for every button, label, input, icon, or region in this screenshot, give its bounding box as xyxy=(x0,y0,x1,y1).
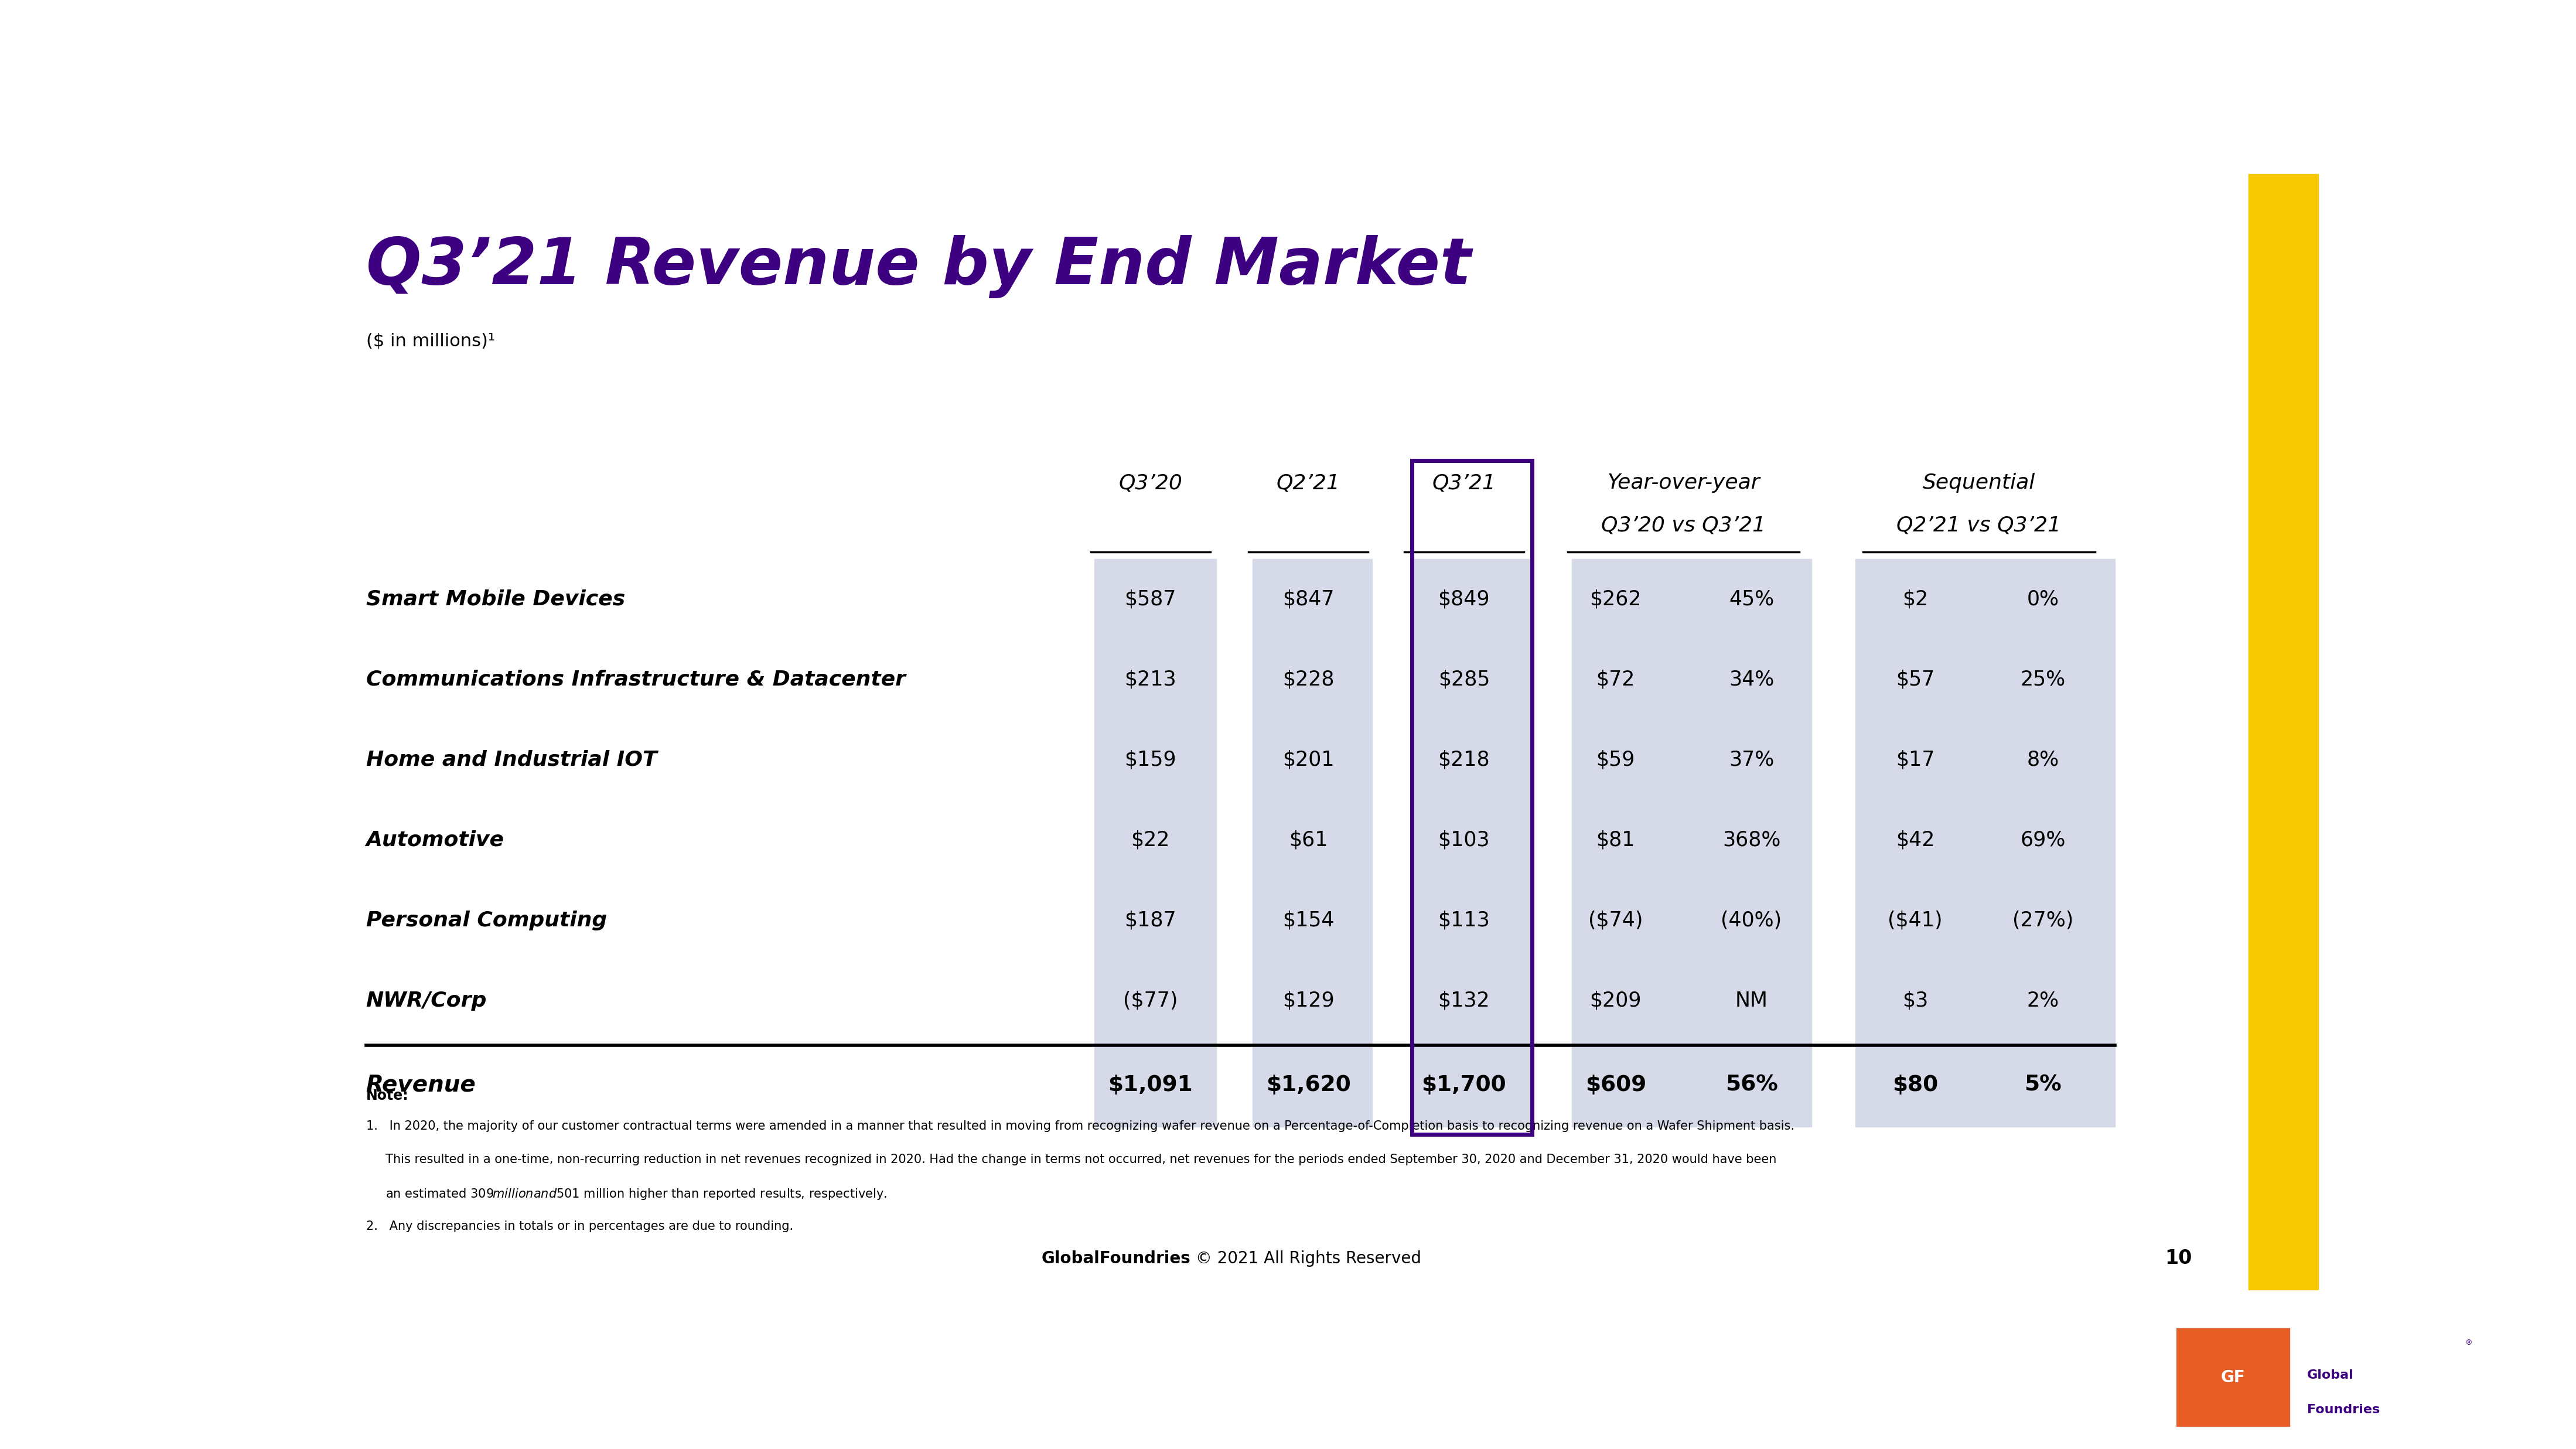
Text: Personal Computing: Personal Computing xyxy=(366,910,608,930)
Bar xyxy=(1252,559,1373,1127)
Text: Foundries: Foundries xyxy=(2308,1404,2380,1416)
Text: Q2’21: Q2’21 xyxy=(1275,472,1340,493)
Bar xyxy=(2249,174,2318,1290)
Text: 368%: 368% xyxy=(1723,830,1780,851)
Text: $59: $59 xyxy=(1597,749,1636,769)
Text: $81: $81 xyxy=(1597,830,1636,851)
Text: Q3’20 vs Q3’21: Q3’20 vs Q3’21 xyxy=(1602,516,1767,535)
Text: ($77): ($77) xyxy=(1123,991,1177,1010)
Bar xyxy=(1412,559,1533,1127)
Text: 8%: 8% xyxy=(2027,749,2058,769)
Text: $587: $587 xyxy=(1126,588,1177,609)
Text: 34%: 34% xyxy=(1728,669,1775,690)
Text: $847: $847 xyxy=(1283,588,1334,609)
Text: 5%: 5% xyxy=(2025,1075,2061,1095)
Text: $285: $285 xyxy=(1437,669,1489,690)
Text: 37%: 37% xyxy=(1728,749,1775,769)
Text: $42: $42 xyxy=(1896,830,1935,851)
Text: $103: $103 xyxy=(1437,830,1489,851)
Text: $1,700: $1,700 xyxy=(1422,1075,1507,1095)
Text: $61: $61 xyxy=(1288,830,1327,851)
Text: (40%): (40%) xyxy=(1721,910,1783,930)
Text: $57: $57 xyxy=(1896,669,1935,690)
Bar xyxy=(1095,559,1216,1127)
Text: $213: $213 xyxy=(1126,669,1177,690)
Text: $129: $129 xyxy=(1283,991,1334,1010)
Text: $1,620: $1,620 xyxy=(1265,1075,1350,1095)
Text: $262: $262 xyxy=(1589,588,1641,609)
Text: $218: $218 xyxy=(1437,749,1489,769)
Text: $154: $154 xyxy=(1283,910,1334,930)
Text: Automotive: Automotive xyxy=(366,830,505,851)
Text: 25%: 25% xyxy=(2020,669,2066,690)
Bar xyxy=(1571,559,1811,1127)
Text: © 2021 All Rights Reserved: © 2021 All Rights Reserved xyxy=(1190,1250,1422,1266)
Text: 56%: 56% xyxy=(1726,1075,1777,1095)
Text: 2.   Any discrepancies in totals or in percentages are due to rounding.: 2. Any discrepancies in totals or in per… xyxy=(366,1220,793,1232)
Text: $1,091: $1,091 xyxy=(1108,1075,1193,1095)
Text: ($ in millions)¹: ($ in millions)¹ xyxy=(366,332,495,349)
Text: ®: ® xyxy=(2465,1339,2473,1346)
Text: 45%: 45% xyxy=(1728,588,1775,609)
Text: Home and Industrial IOT: Home and Industrial IOT xyxy=(366,749,657,769)
Bar xyxy=(1412,461,1533,1135)
Text: GF: GF xyxy=(2221,1369,2246,1385)
Bar xyxy=(1855,559,2115,1127)
Text: $187: $187 xyxy=(1126,910,1177,930)
Text: Revenue: Revenue xyxy=(366,1074,477,1095)
Text: Q3’21: Q3’21 xyxy=(1432,472,1497,493)
Text: 69%: 69% xyxy=(2020,830,2066,851)
Text: 10: 10 xyxy=(2164,1249,2192,1268)
Text: NM: NM xyxy=(1736,991,1767,1010)
Text: $17: $17 xyxy=(1896,749,1935,769)
Text: $132: $132 xyxy=(1437,991,1489,1010)
Text: Global: Global xyxy=(2308,1369,2354,1381)
Text: $22: $22 xyxy=(1131,830,1170,851)
Text: $159: $159 xyxy=(1126,749,1177,769)
Text: an estimated $309 million and $501 million higher than reported results, respect: an estimated $309 million and $501 milli… xyxy=(366,1187,886,1201)
Text: Sequential: Sequential xyxy=(1922,472,2035,493)
Text: (27%): (27%) xyxy=(2012,910,2074,930)
Text: Note:: Note: xyxy=(366,1088,410,1103)
Text: $849: $849 xyxy=(1437,588,1489,609)
Text: $209: $209 xyxy=(1589,991,1641,1010)
Text: NWR/Corp: NWR/Corp xyxy=(366,991,487,1010)
Text: This resulted in a one-time, non-recurring reduction in net revenues recognized : This resulted in a one-time, non-recurri… xyxy=(366,1153,1777,1165)
Text: 1.   In 2020, the majority of our customer contractual terms were amended in a m: 1. In 2020, the majority of our customer… xyxy=(366,1120,1795,1132)
Text: ($41): ($41) xyxy=(1888,910,1942,930)
Text: $228: $228 xyxy=(1283,669,1334,690)
Text: Communications Infrastructure & Datacenter: Communications Infrastructure & Datacent… xyxy=(366,669,907,690)
Text: 0%: 0% xyxy=(2027,588,2058,609)
Text: Q2’21 vs Q3’21: Q2’21 vs Q3’21 xyxy=(1896,516,2061,535)
Text: $609: $609 xyxy=(1584,1075,1646,1095)
Text: $201: $201 xyxy=(1283,749,1334,769)
Text: Q3’20: Q3’20 xyxy=(1118,472,1182,493)
Text: ($74): ($74) xyxy=(1589,910,1643,930)
Text: $72: $72 xyxy=(1597,669,1636,690)
Text: Smart Mobile Devices: Smart Mobile Devices xyxy=(366,588,626,609)
Text: $2: $2 xyxy=(1901,588,1927,609)
Text: GlobalFoundries: GlobalFoundries xyxy=(1041,1250,1190,1266)
Text: $3: $3 xyxy=(1901,991,1927,1010)
Text: Q3’21 Revenue by End Market: Q3’21 Revenue by End Market xyxy=(366,235,1471,298)
Text: $80: $80 xyxy=(1893,1075,1937,1095)
Bar xyxy=(2177,1329,2290,1426)
Text: Year-over-year: Year-over-year xyxy=(1607,472,1759,493)
Text: $113: $113 xyxy=(1437,910,1489,930)
Text: 2%: 2% xyxy=(2027,991,2058,1010)
